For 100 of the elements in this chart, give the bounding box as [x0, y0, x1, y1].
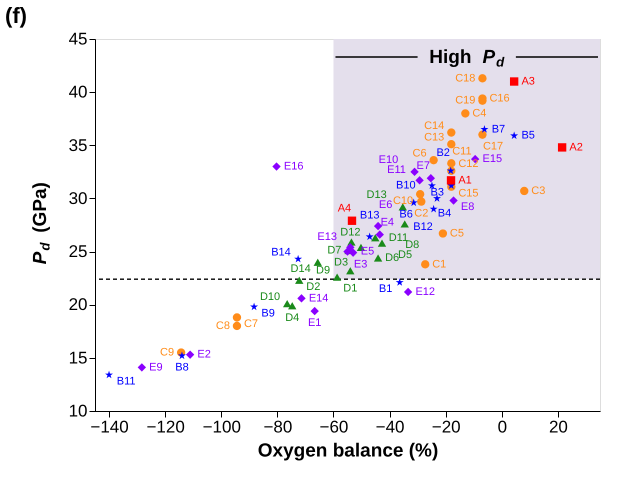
data-label: C8 — [216, 320, 230, 332]
point — [250, 302, 258, 310]
point — [558, 143, 566, 152]
data-label: E10 — [378, 154, 398, 166]
data-label: C7 — [244, 318, 258, 330]
data-label: C12 — [458, 158, 479, 170]
point — [378, 239, 386, 247]
x-tick-label: −140 — [90, 418, 129, 436]
data-label: D6 — [385, 252, 400, 264]
data-label: B1 — [378, 282, 392, 295]
data-label: B3 — [430, 186, 444, 198]
y-tick-label: 35 — [68, 136, 88, 155]
data-label: B6 — [399, 208, 413, 221]
data-label: E1 — [308, 317, 322, 330]
data-label: B11 — [116, 375, 136, 388]
point — [376, 230, 384, 239]
data-label: C17 — [482, 140, 504, 153]
data-label: C3 — [531, 184, 546, 197]
y-tick-label: 25 — [68, 242, 88, 262]
data-label: C13 — [424, 132, 444, 144]
point — [410, 168, 419, 176]
y-tick-label: 20 — [68, 295, 88, 314]
data-label: E5 — [360, 246, 374, 258]
data-label: C11 — [452, 145, 472, 158]
point — [400, 220, 409, 228]
data-label: E13 — [317, 231, 337, 244]
data-label: B7 — [492, 123, 506, 136]
y-tick-label: 15 — [68, 348, 88, 368]
data-label: D2 — [306, 280, 320, 293]
point — [272, 162, 281, 171]
data-label: B4 — [438, 207, 452, 220]
point — [446, 176, 456, 185]
point — [295, 276, 304, 284]
data-label: C2 — [414, 208, 428, 220]
point — [314, 258, 322, 266]
point — [478, 130, 487, 139]
data-label: D5 — [398, 249, 412, 262]
point — [447, 128, 456, 137]
point — [297, 294, 306, 303]
point — [404, 288, 412, 296]
x-tick-label: −40 — [376, 418, 405, 436]
data-label: B8 — [175, 362, 189, 374]
x-tick-label: 20 — [548, 418, 568, 436]
data-label: C6 — [412, 148, 427, 160]
point — [232, 322, 242, 330]
data-label: C19 — [455, 94, 476, 107]
data-label: E3 — [354, 258, 368, 271]
data-label: C1 — [432, 258, 446, 270]
point — [426, 174, 436, 182]
data-label: B10 — [396, 180, 416, 192]
data-label: D10 — [260, 291, 280, 304]
point — [430, 204, 438, 212]
point — [105, 370, 113, 378]
data-label: E11 — [387, 164, 406, 176]
point — [449, 196, 458, 205]
point — [371, 234, 380, 242]
data-label: A3 — [521, 76, 535, 88]
point — [374, 254, 382, 262]
data-label: C14 — [424, 120, 444, 132]
point — [461, 109, 470, 118]
x-tick-label: −60 — [320, 418, 348, 436]
point — [480, 125, 488, 133]
data-label: B2 — [436, 146, 450, 159]
data-label: E7 — [416, 160, 430, 172]
point — [332, 273, 342, 281]
x-tick-label: −20 — [432, 418, 461, 436]
point — [510, 132, 518, 140]
data-label: E9 — [149, 361, 163, 374]
data-label: E4 — [380, 216, 394, 229]
data-label: E16 — [284, 160, 304, 173]
point — [232, 313, 242, 322]
data-label: E6 — [378, 199, 392, 212]
data-label: D1 — [343, 282, 358, 295]
x-tick-label: 0 — [498, 418, 508, 436]
data-label: D13 — [366, 188, 387, 201]
data-label: C4 — [472, 107, 486, 120]
data-label: B12 — [413, 221, 433, 234]
data-label: C9 — [160, 346, 174, 359]
data-label: D14 — [290, 262, 311, 275]
x-tick-label: −120 — [146, 418, 185, 436]
point — [421, 260, 430, 268]
point — [396, 278, 404, 286]
data-label: D4 — [285, 312, 300, 324]
point — [186, 350, 194, 359]
data-label: C5 — [450, 228, 464, 240]
x-tick-label: −80 — [263, 418, 292, 436]
point — [374, 222, 382, 230]
data-label: A4 — [338, 202, 352, 215]
y-tick-label: 45 — [68, 30, 88, 48]
point — [294, 254, 302, 262]
data-label: B5 — [521, 130, 535, 142]
data-label: C10 — [392, 194, 414, 207]
chart-title: (f) — [5, 3, 27, 28]
data-label: E15 — [482, 153, 502, 166]
point — [520, 186, 528, 196]
data-label: C16 — [489, 92, 510, 105]
point — [438, 229, 448, 238]
data-label: E14 — [308, 292, 328, 304]
y-axis-title: Pd (GPa) — [30, 182, 53, 264]
point — [416, 190, 424, 198]
